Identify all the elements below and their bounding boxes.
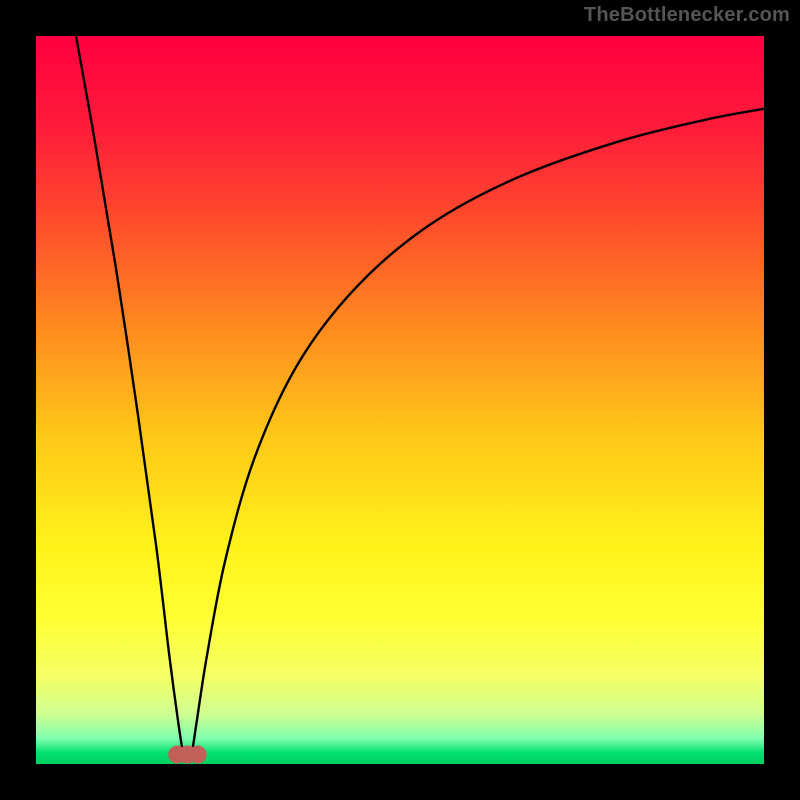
- optimal-marker: [189, 746, 207, 764]
- bottleneck-chart: TheBottlenecker.com: [0, 0, 800, 800]
- watermark-text: TheBottlenecker.com: [584, 4, 790, 27]
- chart-svg: [0, 0, 800, 800]
- plot-area: [36, 36, 764, 764]
